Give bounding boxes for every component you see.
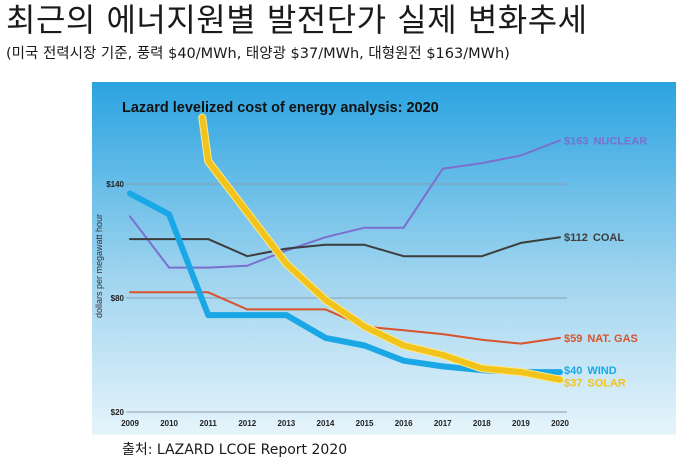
- y-axis-label: dollars per megawatt hour: [94, 214, 104, 318]
- y-tick-label: $80: [111, 294, 125, 303]
- y-tick-label: $140: [106, 180, 124, 189]
- end-label-name: SOLAR: [587, 378, 626, 390]
- end-label-coal: $112 COAL: [564, 232, 624, 244]
- series-line-solar: [199, 114, 563, 383]
- page-title: 최근의 에너지원별 발전단가 실제 변화추세: [6, 1, 588, 39]
- end-label-value: $112: [564, 232, 588, 244]
- end-label-value: $37: [564, 378, 582, 390]
- x-tick-label: 2011: [200, 419, 218, 428]
- axis-ticks: $20 $80 $140 2009 2010 2011 2012 2013 2014 2015 20…: [106, 180, 569, 428]
- end-label-name: WIND: [587, 365, 616, 377]
- x-tick-label: 2013: [277, 419, 295, 428]
- x-tick-label: 2020: [551, 419, 569, 428]
- lcoe-chart: $20 $80 $140 2009 2010 2011 2012 2013 2014 2015 20…: [92, 82, 676, 435]
- x-tick-label: 2018: [473, 419, 491, 428]
- end-label-gas: $59 NAT. GAS: [564, 333, 638, 345]
- chart-svg: $20 $80 $140 2009 2010 2011 2012 2013 2014 2015 20…: [92, 82, 676, 435]
- page-subtitle: (미국 전력시장 기준, 풍력 $40/MWh, 태양광 $37/MWh, 대형…: [6, 46, 510, 62]
- end-label-value: $163: [564, 135, 588, 147]
- x-tick-label: 2009: [121, 419, 139, 428]
- series-end-labels: $163 NUCLEAR$112 COAL$59 NAT. GAS$40 WIND$37…: [564, 135, 647, 389]
- series-line-coal: [129, 236, 561, 258]
- series-line-nuclear: [129, 139, 561, 269]
- x-tick-label: 2017: [434, 419, 452, 428]
- x-tick-label: 2015: [356, 419, 374, 428]
- series-lines: [127, 113, 564, 384]
- end-label-wind: $40 WIND: [564, 365, 617, 377]
- chart-title: Lazard levelized cost of energy analysis…: [122, 100, 439, 116]
- end-label-name: NUCLEAR: [593, 135, 647, 147]
- end-label-nuclear: $163 NUCLEAR: [564, 135, 647, 147]
- x-tick-label: 2019: [512, 419, 530, 428]
- end-label-name: COAL: [593, 232, 624, 244]
- x-tick-label: 2014: [317, 419, 335, 428]
- x-tick-label: 2010: [160, 419, 178, 428]
- x-tick-label: 2012: [238, 419, 256, 428]
- end-label-value: $59: [564, 333, 582, 345]
- x-tick-label: 2016: [395, 419, 413, 428]
- y-tick-label: $20: [111, 408, 125, 417]
- end-label-value: $40: [564, 365, 582, 377]
- end-label-name: NAT. GAS: [587, 333, 638, 345]
- end-label-solar: $37 SOLAR: [564, 378, 626, 390]
- source-note: 출처: LAZARD LCOE Report 2020: [122, 442, 348, 458]
